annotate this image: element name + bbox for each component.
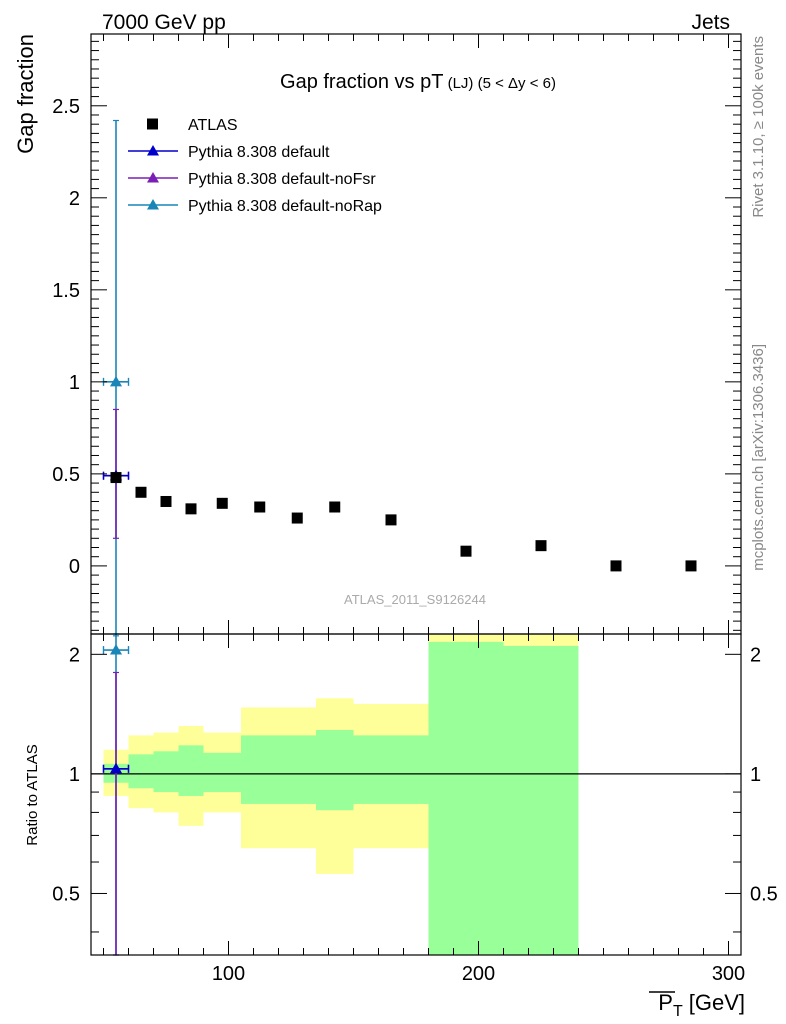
atlas-point (135, 486, 147, 498)
x-axis-label: PT [GeV] (649, 990, 745, 1020)
atlas-point (291, 512, 303, 524)
main-y-tick-label: 2.5 (52, 96, 80, 118)
ratio-points (102, 633, 130, 956)
main-y-tick-label: 1.5 (52, 280, 80, 302)
green-band-bin (128, 754, 154, 789)
process-label: Jets (691, 11, 730, 34)
legend-marker-triangle (147, 145, 159, 156)
analysis-watermark: ATLAS_2011_S9126244 (344, 592, 486, 607)
green-band-bin (241, 735, 279, 804)
legend-marker-triangle (147, 199, 159, 210)
x-axis-label-main: P (658, 990, 673, 1015)
atlas-point (385, 514, 397, 526)
main-y-tick-label: 0.5 (52, 464, 80, 486)
legend-entry: Pythia 8.308 default (128, 144, 330, 161)
green-band-bin (203, 752, 241, 793)
ratio-y-tick-label-right: 1 (750, 764, 761, 786)
ratio-y-tick-label-left: 0.5 (52, 883, 80, 905)
ratio-marker-0 (110, 762, 122, 774)
legend-marker-square (147, 118, 158, 130)
green-band-bin (353, 735, 429, 804)
green-band-bin (153, 751, 179, 793)
x-axis-label-unit: [GeV] (689, 990, 745, 1015)
main-y-tick-label: 2 (69, 188, 80, 210)
main-y-axis-label: Gap fraction (13, 34, 38, 154)
legend-label: Pythia 8.308 default (188, 144, 330, 161)
legend-label: Pythia 8.308 default-noRap (188, 198, 382, 215)
atlas-point (254, 501, 266, 513)
atlas-point (610, 560, 622, 572)
axes: 100 200 300 0 0.5 1 1.5 2 2.5 0.5 0.5 1 1 2 2 (52, 33, 778, 985)
main-points (102, 119, 697, 637)
atlas-point (216, 497, 228, 509)
green-band-bin (278, 735, 316, 804)
legend-marker-triangle (147, 172, 159, 183)
chart-title: Gap fraction vs pT (LJ) (5 < Δy < 6) (280, 71, 556, 93)
x-tick-label: 300 (712, 963, 745, 985)
legend: ATLAS Pythia 8.308 default Pythia 8.308 de… (128, 117, 382, 215)
green-band-bin (503, 645, 579, 955)
ratio-y-axis-label: Ratio to ATLAS (24, 744, 41, 845)
green-band-bin (316, 729, 354, 811)
ratio-marker-2 (110, 644, 122, 655)
legend-entry: Pythia 8.308 default-noFsr (128, 171, 376, 188)
main-y-tick-label: 0 (69, 556, 80, 578)
mcplots-label: mcplots.cern.ch [arXiv:1306.3436] (750, 344, 767, 571)
legend-label: Pythia 8.308 default-noFsr (188, 171, 376, 188)
atlas-point (160, 495, 172, 507)
ratio-y-tick-label-right: 0.5 (750, 883, 778, 905)
green-band-bin (178, 745, 204, 796)
atlas-point (110, 472, 122, 484)
legend-entry: ATLAS (147, 117, 238, 134)
x-axis-label-sub: T (673, 1003, 683, 1020)
main-y-tick-label: 1 (69, 372, 80, 394)
atlas-point (685, 560, 697, 572)
legend-entry: Pythia 8.308 default-noRap (128, 198, 382, 215)
ratio-y-tick-label-left: 1 (69, 764, 80, 786)
energy-label: 7000 GeV pp (102, 11, 226, 34)
x-tick-label: 200 (462, 963, 495, 985)
main-marker-3 (110, 375, 122, 387)
x-tick-label: 100 (212, 963, 245, 985)
atlas-point (535, 540, 547, 552)
atlas-point (329, 501, 341, 513)
atlas-point (460, 545, 472, 557)
svg-text:PT[GeV]: PT [GeV] (658, 990, 745, 1020)
legend-label: ATLAS (188, 117, 238, 134)
ratio-y-tick-label-right: 2 (750, 644, 761, 666)
green-band-bin (428, 641, 504, 955)
ratio-bands (103, 634, 579, 955)
atlas-point (185, 503, 197, 515)
rivet-label: Rivet 3.1.10, ≥ 100k events (750, 36, 767, 218)
ratio-y-tick-label-left: 2 (69, 644, 80, 666)
ratio-frame (90, 633, 742, 956)
